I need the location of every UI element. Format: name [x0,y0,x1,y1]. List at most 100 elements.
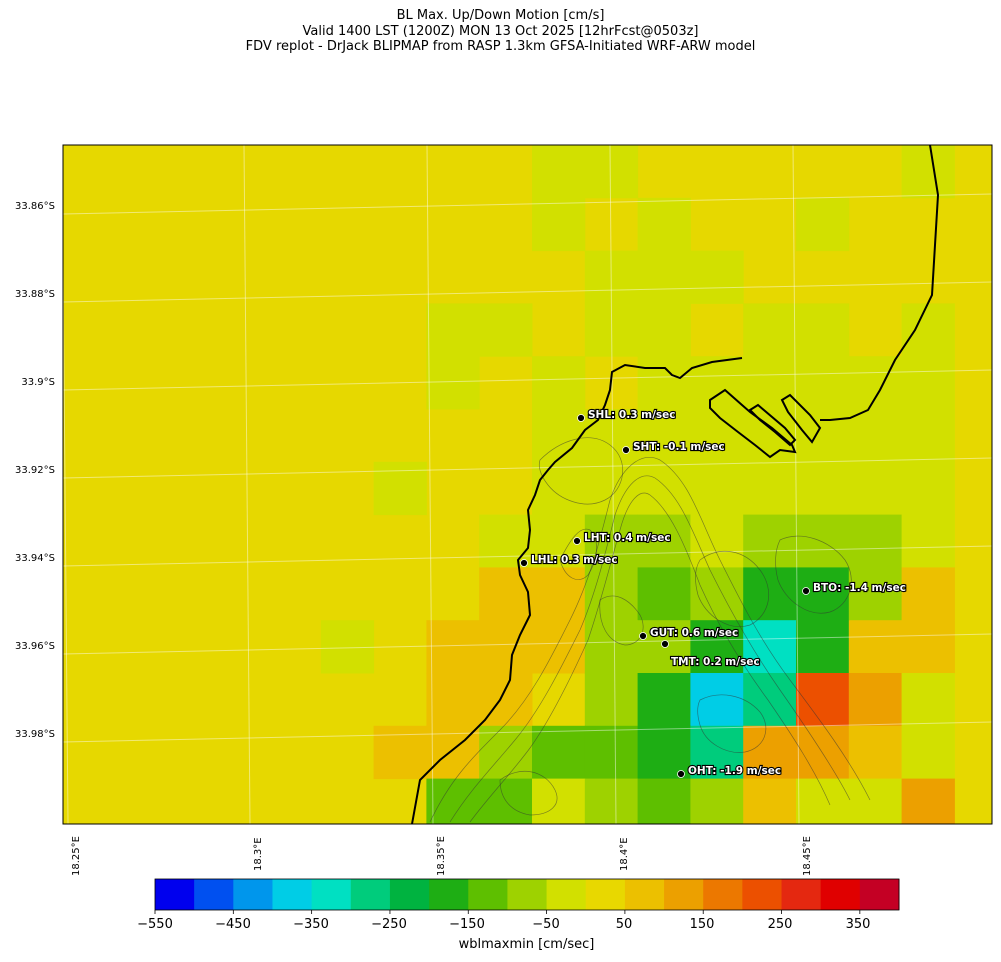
graticule-line [63,545,992,567]
graticule-line [426,145,434,824]
grid-cell [690,778,744,824]
grid-cell [584,725,639,780]
colorbar-tick-label: 150 [689,917,715,932]
grid-cell [796,461,850,516]
grid-cell [743,409,797,463]
station-marker[interactable] [577,414,585,422]
grid-cell [690,514,744,568]
latitude-label: 33.94°S [15,553,55,564]
grid-cell [479,514,533,568]
grid-cell [637,673,691,727]
grid-cell [532,409,586,463]
contour-line [449,475,851,823]
grid-cell [373,725,427,780]
grid-cell [584,409,639,463]
colorbar-tick-label: −50 [532,917,560,932]
grid-cell [901,514,955,568]
grid-cell [743,356,797,410]
station-marker[interactable] [802,587,810,595]
grid-cell [637,461,691,516]
colorbar-tick-label: −550 [137,917,173,932]
grid-cell [373,461,427,516]
grid-cell [796,356,850,410]
station-marker[interactable] [661,640,669,648]
grid-cell [690,409,744,463]
grid-cell [584,673,639,727]
harbour-basin [748,403,797,447]
grid-cell [848,461,903,516]
colorbar-segment [468,879,508,910]
grid-cell [796,197,850,252]
colorbar-segment [624,879,665,910]
graticule-line [63,721,992,743]
colorbar-segment [389,879,430,910]
colorbar-tick-label: −150 [449,917,485,932]
colorbar-tick-label: 50 [615,917,633,932]
grid-cell [901,725,955,780]
graticule-line [63,633,992,655]
grid-cell [690,461,744,516]
colorbar-segment [703,879,743,910]
grid-cell [901,303,955,357]
grid-cell [584,250,639,304]
grid-cell [848,356,903,410]
grid-cell [901,673,955,727]
grid-cell [848,778,903,824]
grid-cell [532,356,586,410]
latitude-label: 33.92°S [15,465,55,476]
station-label-oht: OHT: -1.9 m/sec [688,765,781,777]
station-marker[interactable] [622,446,630,454]
colorbar-tick-label: −250 [371,917,407,932]
station-marker[interactable] [520,559,528,567]
grid-cell [901,356,955,410]
forecast-grid [320,145,955,824]
graticule-line [609,145,617,824]
colorbar-segment [429,879,469,910]
grid-cell [796,778,850,824]
latitude-label: 33.96°S [15,641,55,652]
grid-cell [901,620,955,674]
grid-cell [848,673,903,727]
graticule-line [63,201,69,824]
station-label-shl: SHL: 0.3 m/sec [588,409,676,421]
colorbar-segment [155,879,195,910]
grid-cell [479,303,533,357]
station-marker[interactable] [639,632,647,640]
contour-line [775,535,852,614]
grid-cell [743,725,797,780]
grid-cell [637,567,691,621]
latitude-label: 33.86°S [15,201,55,212]
map-title: BL Max. Up/Down Motion [cm/s] Valid 1400… [0,8,1001,55]
colorbar-tick-label: −350 [293,917,329,932]
longitude-label: 18.45°E [802,836,813,876]
grid-cell [426,303,480,357]
colorbar-segment [194,879,234,910]
station-marker[interactable] [677,770,685,778]
grid-cell [796,514,850,568]
graticule-line [63,281,992,303]
title-line-2: Valid 1400 LST (1200Z) MON 13 Oct 2025 [… [302,23,699,39]
grid-cell [848,409,903,463]
grid-cell [848,620,903,674]
grid-cell [848,567,903,621]
grid-cell [532,725,586,780]
grid-cell [690,673,744,727]
grid-cell [426,356,480,410]
station-label-sht: SHT: -0.1 m/sec [633,441,725,453]
harbour-breakwater [709,388,797,459]
coastline [411,145,940,824]
grid-cell [743,567,797,621]
grid-cell [426,778,480,824]
colorbar-segment [585,879,626,910]
colorbar-ticks [154,910,861,914]
station-marker[interactable] [573,537,581,545]
grid-cell [796,409,850,463]
colorbar-segment [781,879,822,910]
grid-cell [796,620,850,674]
grid-cell [743,778,797,824]
contour-line [559,528,597,580]
grid-cell [532,778,586,824]
contour-line [538,437,624,505]
graticule-line [63,193,992,215]
grid-cell [426,620,480,674]
